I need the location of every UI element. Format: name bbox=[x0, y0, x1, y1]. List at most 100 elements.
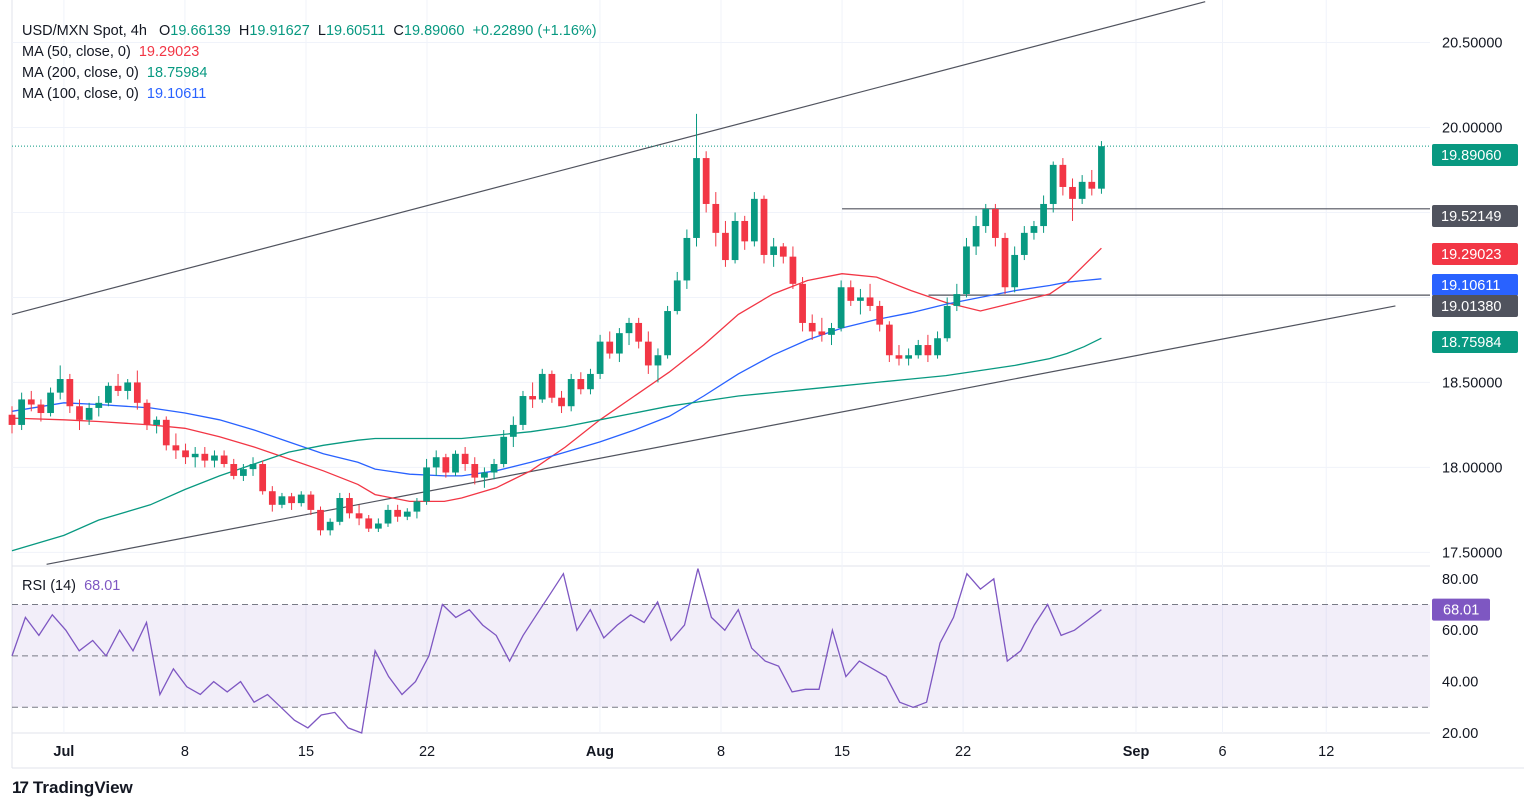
candle-body bbox=[587, 373, 594, 390]
candle-body bbox=[374, 523, 382, 529]
price-tick-label: 20.00000 bbox=[1442, 120, 1502, 136]
time-tick-label: 15 bbox=[298, 744, 314, 760]
price-tick-label: 18.50000 bbox=[1442, 375, 1502, 391]
candle-body bbox=[548, 373, 556, 398]
candle-body bbox=[519, 396, 527, 425]
candle-body bbox=[249, 464, 257, 470]
candle-body bbox=[95, 402, 103, 408]
moving-average-line bbox=[11, 278, 1102, 477]
candle-body bbox=[616, 333, 623, 354]
candle-body bbox=[56, 379, 64, 393]
price-badge bbox=[1432, 295, 1518, 317]
time-tick-label: Sep bbox=[1123, 744, 1150, 760]
candle-body bbox=[722, 232, 729, 261]
candle-body bbox=[509, 424, 517, 437]
channel-trendline bbox=[46, 305, 1396, 565]
symbol-title[interactable]: USD/MXN Spot, 4h bbox=[22, 23, 147, 39]
time-tick-label: Aug bbox=[586, 744, 614, 760]
candle-body bbox=[8, 414, 16, 425]
candle-body bbox=[240, 469, 247, 476]
candle-body bbox=[866, 297, 874, 306]
candle-body bbox=[750, 198, 758, 242]
price-badge bbox=[1432, 243, 1518, 265]
candle-body bbox=[336, 498, 344, 522]
candle-body bbox=[153, 419, 160, 425]
candle-body bbox=[664, 311, 671, 356]
time-tick-label: Jul bbox=[53, 744, 74, 760]
ma100-label: MA (100, close, 0) bbox=[22, 86, 139, 102]
candle-body bbox=[211, 455, 218, 461]
candle-body bbox=[847, 287, 855, 301]
candle-body bbox=[567, 379, 575, 407]
candle-body bbox=[1069, 186, 1076, 199]
candle-body bbox=[124, 382, 132, 391]
open-value: 19.66139 bbox=[170, 23, 231, 39]
candle-body bbox=[760, 198, 768, 255]
price-tick-label: 18.00000 bbox=[1442, 460, 1502, 476]
candle-body bbox=[278, 496, 286, 505]
candle-body bbox=[326, 521, 334, 531]
candle-body bbox=[461, 453, 469, 465]
ma50-legend[interactable]: MA (50, close, 0) 19.29023 bbox=[22, 42, 199, 62]
rsi-tick-label: 20.00 bbox=[1442, 726, 1478, 742]
candle-body bbox=[268, 491, 276, 505]
candle-body bbox=[1001, 237, 1009, 288]
candle-body bbox=[963, 246, 970, 295]
candle-body bbox=[1040, 203, 1047, 227]
close-value: 19.89060 bbox=[403, 23, 465, 39]
candle-body bbox=[982, 209, 990, 227]
candle-body bbox=[1059, 164, 1067, 187]
ma200-legend[interactable]: MA (200, close, 0) 18.75984 bbox=[22, 63, 207, 83]
candle-body bbox=[828, 328, 835, 335]
candle-body bbox=[172, 445, 180, 451]
price-badge bbox=[1432, 144, 1518, 166]
candle-body bbox=[577, 379, 585, 390]
candle-body bbox=[538, 373, 546, 400]
candle-body bbox=[452, 453, 459, 473]
candle-body bbox=[934, 338, 941, 356]
rsi-legend[interactable]: RSI (14) 68.01 bbox=[22, 576, 120, 596]
candle-body bbox=[423, 467, 430, 502]
ma200-label: MA (200, close, 0) bbox=[22, 65, 139, 81]
candle-body bbox=[876, 305, 884, 325]
rsi-label: RSI (14) bbox=[22, 578, 76, 594]
rsi-value: 68.01 bbox=[84, 578, 121, 594]
candle-body bbox=[731, 220, 739, 261]
tradingview-brand[interactable]: 17 TradingView bbox=[12, 778, 133, 798]
high-value: 19.91627 bbox=[249, 23, 310, 39]
candle-body bbox=[432, 457, 440, 468]
rsi-line bbox=[11, 568, 1102, 734]
candle-body bbox=[914, 345, 922, 356]
price-tick-label: 20.50000 bbox=[1442, 35, 1502, 51]
candle-body bbox=[625, 322, 633, 334]
time-tick-label: 15 bbox=[834, 744, 850, 760]
candle-body bbox=[808, 322, 816, 332]
channel-trendline bbox=[11, 1, 1206, 316]
candle-body bbox=[924, 345, 932, 356]
candle-body bbox=[365, 518, 373, 529]
close-label: C bbox=[393, 23, 404, 39]
candle-body bbox=[66, 379, 74, 407]
candle-body bbox=[596, 341, 604, 374]
time-tick-label: 22 bbox=[955, 744, 971, 760]
candle-body bbox=[490, 464, 498, 473]
candle-body bbox=[693, 158, 700, 238]
price-badge-label: 19.29023 bbox=[1441, 247, 1501, 263]
candle-body bbox=[85, 407, 93, 420]
candle-body bbox=[317, 509, 324, 531]
candle-body bbox=[76, 406, 83, 420]
high-label: H bbox=[238, 23, 250, 39]
change-value: +0.22890 (+1.16%) bbox=[472, 23, 597, 39]
ma100-legend[interactable]: MA (100, close, 0) 19.10611 bbox=[22, 84, 206, 104]
candle-body bbox=[182, 450, 189, 458]
candle-body bbox=[654, 355, 662, 366]
rsi-tick-label: 60.00 bbox=[1442, 623, 1478, 639]
candle-body bbox=[529, 396, 536, 400]
candle-body bbox=[105, 385, 112, 403]
candle-body bbox=[220, 455, 228, 465]
open-label: O bbox=[159, 23, 171, 39]
candle-body bbox=[837, 287, 845, 329]
price-badge-label: 18.75984 bbox=[1441, 335, 1501, 351]
